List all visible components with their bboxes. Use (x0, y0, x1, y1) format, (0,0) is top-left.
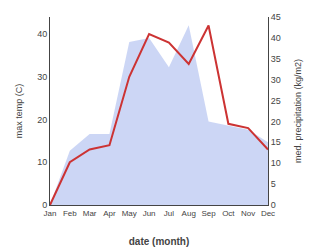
svg-text:Aug: Aug (182, 209, 196, 218)
svg-text:40: 40 (37, 29, 47, 39)
svg-text:30: 30 (271, 75, 281, 85)
svg-text:date (month): date (month) (129, 236, 190, 247)
svg-text:15: 15 (271, 137, 281, 147)
svg-text:35: 35 (271, 54, 281, 64)
svg-text:25: 25 (271, 96, 281, 106)
svg-text:20: 20 (37, 115, 47, 125)
svg-text:45: 45 (271, 12, 281, 22)
svg-text:med. precipitation (kg/m2): med. precipitation (kg/m2) (293, 59, 303, 163)
svg-text:max temp (C): max temp (C) (14, 84, 24, 139)
svg-text:40: 40 (271, 33, 281, 43)
svg-text:20: 20 (271, 117, 281, 127)
svg-text:Oct: Oct (222, 209, 235, 218)
svg-text:30: 30 (37, 72, 47, 82)
svg-text:May: May (122, 209, 137, 218)
svg-text:0: 0 (42, 200, 47, 210)
svg-text:Mar: Mar (83, 209, 97, 218)
svg-text:Nov: Nov (241, 209, 255, 218)
svg-text:Dec: Dec (261, 209, 275, 218)
svg-text:Jan: Jan (44, 209, 57, 218)
svg-text:Feb: Feb (63, 209, 77, 218)
svg-text:Sep: Sep (201, 209, 216, 218)
svg-text:Apr: Apr (103, 209, 116, 218)
svg-text:Jun: Jun (143, 209, 156, 218)
svg-text:10: 10 (271, 158, 281, 168)
svg-text:Jul: Jul (164, 209, 174, 218)
svg-text:0: 0 (271, 200, 276, 210)
svg-text:5: 5 (271, 179, 276, 189)
svg-text:10: 10 (37, 157, 47, 167)
